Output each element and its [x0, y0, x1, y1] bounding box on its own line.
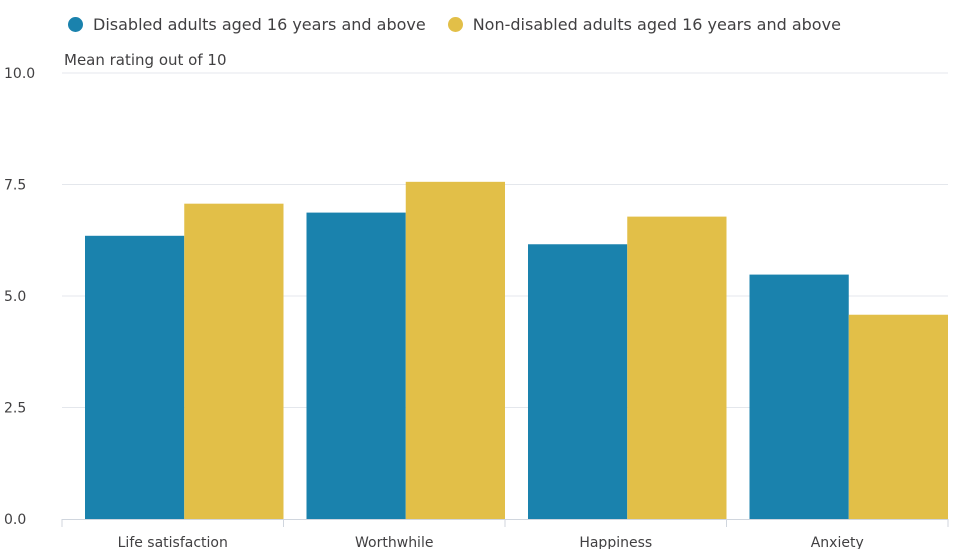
legend-swatch-disabled: [68, 16, 83, 32]
y-tick-label: 10.0: [4, 66, 35, 82]
y-tick-label: 2.5: [4, 401, 26, 417]
y-tick-label: 7.5: [4, 178, 26, 194]
bar-non-disabled: [405, 181, 505, 519]
bars: [85, 181, 948, 520]
x-tick-label: Happiness: [579, 535, 652, 549]
bar-non-disabled: [184, 203, 284, 520]
legend-item-non-disabled: Non-disabled adults aged 16 years and ab…: [447, 14, 841, 34]
x-tick-label: Life satisfaction: [118, 535, 228, 549]
bar-non-disabled: [848, 314, 948, 519]
legend-item-disabled: Disabled adults aged 16 years and above: [68, 15, 426, 34]
y-axis-label: Mean rating out of 10: [64, 51, 227, 69]
x-tick-label: Worthwhile: [355, 535, 433, 549]
bar-disabled: [85, 235, 185, 520]
y-tick-label: 5.0: [4, 289, 26, 305]
bar-non-disabled: [627, 216, 727, 519]
legend-label-disabled: Disabled adults aged 16 years and above: [93, 14, 426, 34]
x-tick-label: Anxiety: [811, 535, 864, 549]
y-tick-label: 0.0: [4, 512, 26, 528]
legend-swatch-non-disabled: [447, 16, 463, 32]
bar-disabled: [749, 274, 849, 519]
y-axis-ticks: 0.0 2.5 5.0 7.5 10.0: [4, 66, 35, 528]
x-axis: Life satisfaction Worthwhile Happiness Anxi…: [61, 519, 949, 549]
legend-label-non-disabled: Non-disabled adults aged 16 years and ab…: [472, 14, 841, 34]
legend: Disabled adults aged 16 years and above …: [68, 12, 863, 36]
bar-disabled: [528, 244, 628, 519]
bar-disabled: [306, 212, 406, 519]
